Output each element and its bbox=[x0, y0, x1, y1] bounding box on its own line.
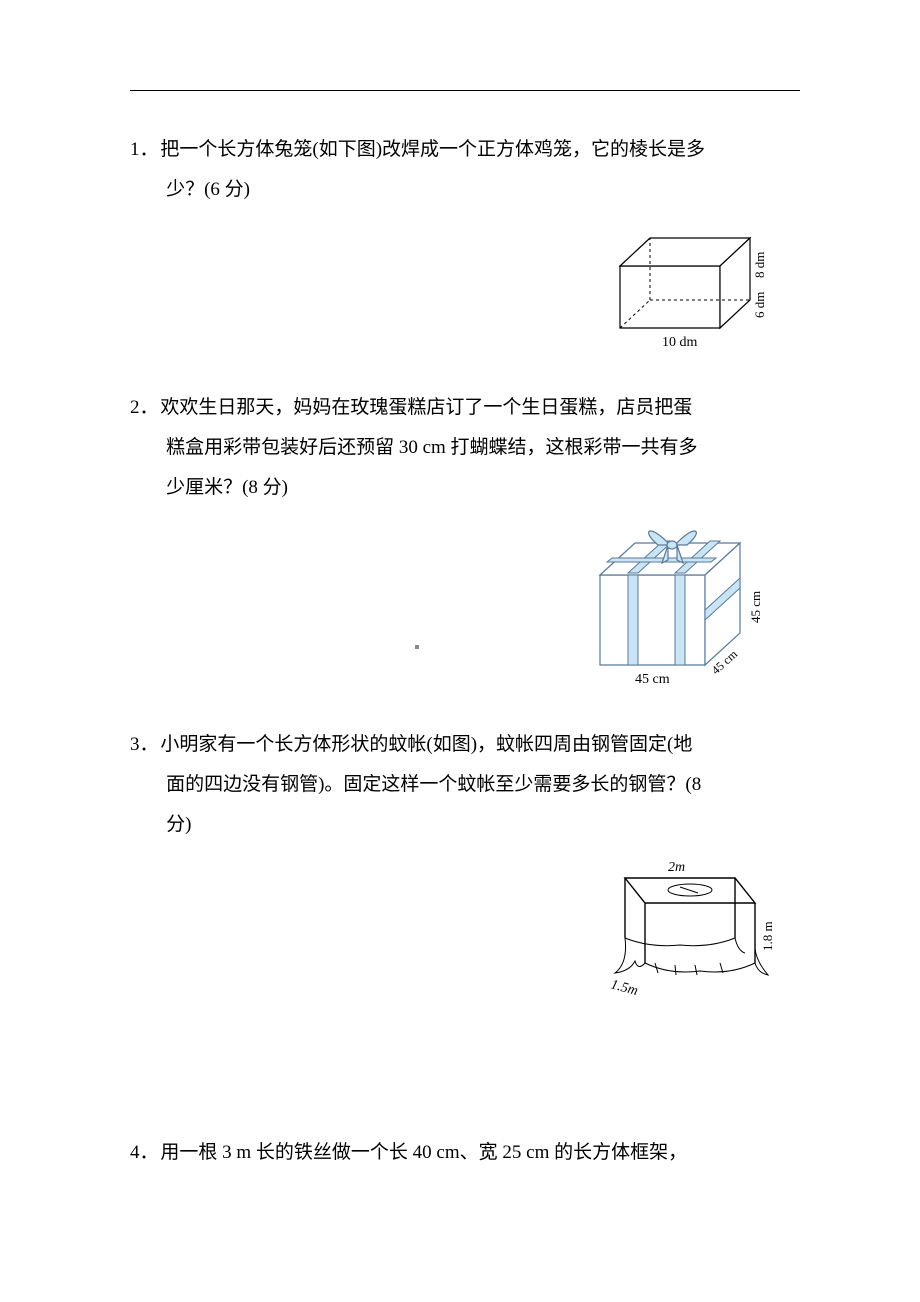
problem-2-figure-row: 45 cm 45 cm 45 cm bbox=[130, 515, 810, 695]
problem-2-line2: 糕盒用彩带包装好后还预留 30 cm 打蝴蝶结，这根彩带一共有多 bbox=[130, 428, 810, 468]
problem-4: 4．用一根 3 m 长的铁丝做一个长 40 cm、宽 25 cm 的长方体框架， bbox=[130, 1133, 810, 1173]
problem-3-number: 3． bbox=[130, 725, 160, 765]
problem-1-text1: 把一个长方体兔笼(如下图)改焊成一个正方体鸡笼，它的棱长是多 bbox=[160, 139, 705, 160]
problem-3-line3: 分) bbox=[130, 805, 810, 845]
cuboid-height-label: 8 dm bbox=[752, 251, 767, 277]
problem-2-line3: 少厘米？(8 分) bbox=[130, 468, 810, 508]
problem-3-figure-row: 2m 1.5m 1.8 m bbox=[130, 853, 810, 1003]
mosquito-net-figure: 2m 1.5m 1.8 m bbox=[580, 853, 780, 1003]
problem-2-number: 2． bbox=[130, 388, 160, 428]
problem-4-text1: 用一根 3 m 长的铁丝做一个长 40 cm、宽 25 cm 的长方体框架， bbox=[160, 1142, 687, 1163]
page-top-border bbox=[130, 90, 800, 91]
problem-3-text1: 小明家有一个长方体形状的蚊帐(如图)，蚊帐四周由钢管固定(地 bbox=[160, 734, 692, 755]
problem-1-figure-row: 10 dm 6 dm 8 dm bbox=[130, 218, 810, 358]
problem-1: 1．把一个长方体兔笼(如下图)改焊成一个正方体鸡笼，它的棱长是多 少？(6 分)… bbox=[130, 130, 810, 358]
cuboid-depth-label: 6 dm bbox=[752, 291, 767, 317]
gift-height-label: 45 cm bbox=[748, 591, 763, 623]
problem-2: 2．欢欢生日那天，妈妈在玫瑰蛋糕店订了一个生日蛋糕，店员把蛋 糕盒用彩带包装好后… bbox=[130, 388, 810, 696]
problem-4-number: 4． bbox=[130, 1133, 160, 1173]
net-height-label: 1.8 m bbox=[760, 922, 775, 952]
problem-1-number: 1． bbox=[130, 130, 160, 170]
net-length-label: 2m bbox=[668, 860, 685, 875]
stray-dot bbox=[415, 645, 419, 649]
net-width-label: 1.5m bbox=[609, 977, 640, 999]
problem-2-text1: 欢欢生日那天，妈妈在玫瑰蛋糕店订了一个生日蛋糕，店员把蛋 bbox=[160, 397, 692, 418]
problem-3-line1: 3．小明家有一个长方体形状的蚊帐(如图)，蚊帐四周由钢管固定(地 bbox=[130, 725, 810, 765]
problem-3: 3．小明家有一个长方体形状的蚊帐(如图)，蚊帐四周由钢管固定(地 面的四边没有钢… bbox=[130, 725, 810, 1103]
gift-box-figure: 45 cm 45 cm 45 cm bbox=[580, 515, 780, 695]
problem-3-line2: 面的四边没有钢管)。固定这样一个蚊帐至少需要多长的钢管？(8 bbox=[130, 765, 810, 805]
problem-1-line1: 1．把一个长方体兔笼(如下图)改焊成一个正方体鸡笼，它的棱长是多 bbox=[130, 130, 810, 170]
worksheet-page: 1．把一个长方体兔笼(如下图)改焊成一个正方体鸡笼，它的棱长是多 少？(6 分)… bbox=[0, 0, 920, 1302]
problem-4-line1: 4．用一根 3 m 长的铁丝做一个长 40 cm、宽 25 cm 的长方体框架， bbox=[130, 1133, 810, 1173]
cuboid-figure: 10 dm 6 dm 8 dm bbox=[600, 218, 780, 358]
problem-2-line1: 2．欢欢生日那天，妈妈在玫瑰蛋糕店订了一个生日蛋糕，店员把蛋 bbox=[130, 388, 810, 428]
cuboid-width-label: 10 dm bbox=[662, 335, 698, 350]
problem-1-line2: 少？(6 分) bbox=[130, 170, 810, 210]
problem-3-spacer bbox=[130, 1013, 810, 1103]
gift-width-label: 45 cm bbox=[635, 672, 670, 687]
